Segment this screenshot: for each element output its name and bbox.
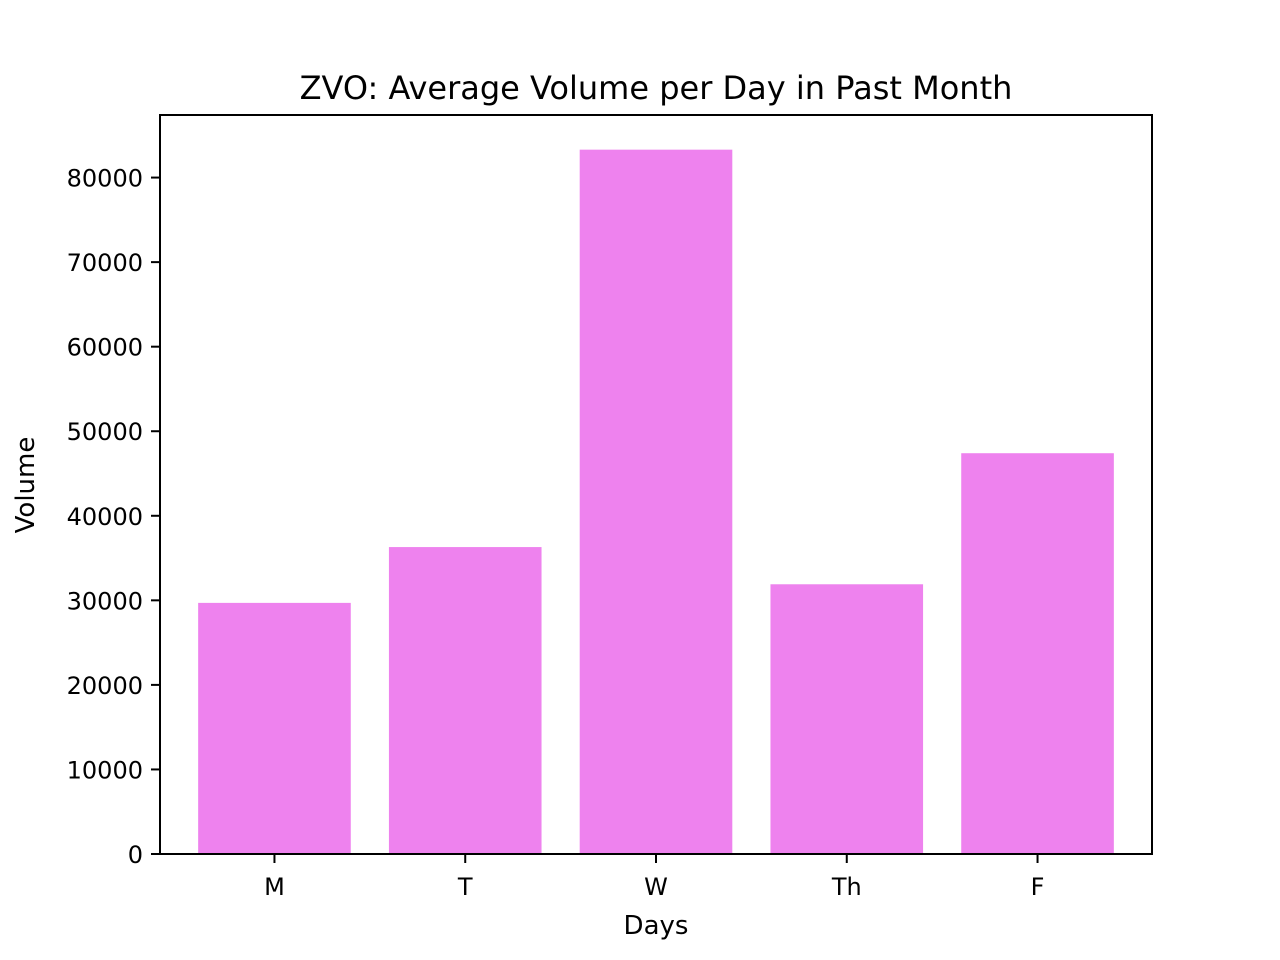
- bar-m: [198, 602, 351, 854]
- y-tick-label: 30000: [67, 587, 143, 615]
- bar-t: [388, 547, 542, 854]
- x-tick-label: W: [644, 873, 668, 901]
- y-axis-label: Volume: [11, 437, 41, 534]
- plot-frame: [159, 114, 1153, 855]
- y-tick-label: 20000: [67, 672, 143, 700]
- y-tick-label: 10000: [67, 756, 143, 784]
- y-tick-label: 50000: [67, 418, 143, 446]
- bar-th: [770, 584, 924, 854]
- x-tick-label: F: [1031, 873, 1045, 901]
- bars-group: [198, 149, 1114, 854]
- chart-title: ZVO: Average Volume per Day in Past Mont…: [300, 69, 1013, 107]
- y-tick-label: 60000: [67, 334, 143, 362]
- x-axis-label: Days: [624, 911, 689, 941]
- y-tick-label: 80000: [67, 165, 143, 193]
- y-axis: 0 10000 20000 30000 40000 50000 60000 70000 8000…: [67, 165, 160, 869]
- x-tick-label: M: [264, 873, 285, 901]
- bar-w: [579, 149, 733, 854]
- y-tick-label: 70000: [67, 249, 143, 277]
- bar-f: [961, 453, 1114, 854]
- x-tick-label: Th: [831, 873, 862, 901]
- x-axis: M T W Th F: [264, 854, 1044, 901]
- y-tick-label: 40000: [67, 503, 143, 531]
- y-tick-label: 0: [128, 841, 143, 869]
- x-tick-label: T: [457, 873, 473, 901]
